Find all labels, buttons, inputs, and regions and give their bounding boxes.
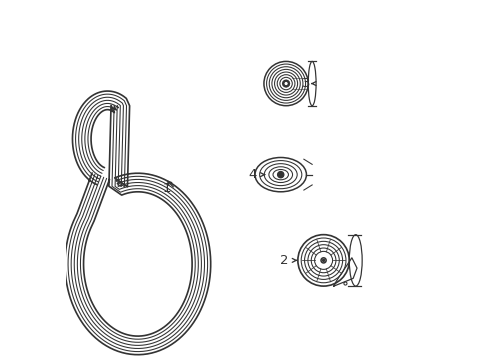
- Circle shape: [283, 82, 284, 83]
- Text: 2: 2: [280, 254, 289, 267]
- Text: 4: 4: [248, 168, 257, 181]
- Circle shape: [278, 172, 284, 178]
- Circle shape: [283, 85, 284, 86]
- Circle shape: [288, 85, 289, 86]
- Circle shape: [287, 85, 288, 87]
- Circle shape: [283, 83, 284, 84]
- Circle shape: [286, 86, 287, 87]
- Circle shape: [322, 259, 324, 261]
- Circle shape: [287, 81, 288, 82]
- Text: 1: 1: [163, 183, 171, 195]
- Circle shape: [286, 80, 287, 81]
- Text: 3: 3: [302, 77, 310, 90]
- Circle shape: [284, 85, 285, 87]
- Circle shape: [288, 82, 289, 83]
- Circle shape: [289, 83, 290, 84]
- Circle shape: [284, 81, 285, 82]
